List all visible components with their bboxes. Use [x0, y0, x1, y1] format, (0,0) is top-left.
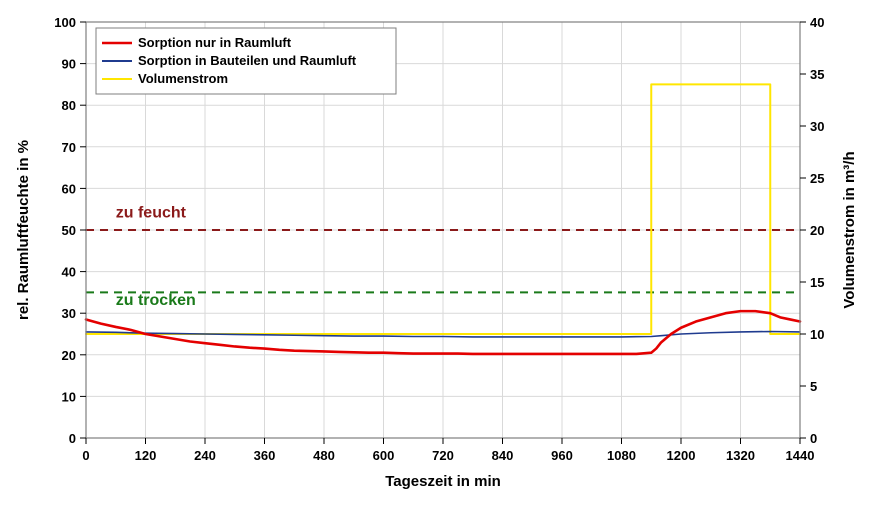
y1-tick-label: 80	[62, 98, 76, 113]
x-tick-label: 1200	[667, 448, 696, 463]
humidity-airflow-chart: 0120240360480600720840960108012001320144…	[0, 0, 872, 508]
y1-axis-label: rel. Raumluftfeuchte in %	[15, 140, 32, 320]
x-tick-label: 120	[135, 448, 157, 463]
x-tick-label: 1080	[607, 448, 636, 463]
y1-tick-label: 30	[62, 306, 76, 321]
y1-tick-label: 10	[62, 389, 76, 404]
y1-tick-label: 50	[62, 223, 76, 238]
x-tick-label: 720	[432, 448, 454, 463]
y1-tick-label: 90	[62, 57, 76, 72]
x-tick-label: 960	[551, 448, 573, 463]
y1-tick-label: 0	[69, 431, 76, 446]
y2-tick-label: 25	[810, 171, 824, 186]
y2-tick-label: 20	[810, 223, 824, 238]
y2-tick-label: 30	[810, 119, 824, 134]
x-tick-label: 840	[492, 448, 514, 463]
y1-tick-label: 60	[62, 181, 76, 196]
y2-tick-label: 5	[810, 379, 817, 394]
y2-axis-label: Volumenstrom in m³/h	[841, 151, 858, 308]
y1-tick-label: 100	[54, 15, 76, 30]
annotation: zu feucht	[116, 205, 187, 222]
annotation: zu trocken	[116, 292, 196, 309]
y2-tick-label: 40	[810, 15, 824, 30]
x-tick-label: 480	[313, 448, 335, 463]
x-tick-label: 360	[254, 448, 276, 463]
y2-tick-label: 10	[810, 327, 824, 342]
x-tick-label: 0	[82, 448, 89, 463]
x-axis-label: Tageszeit in min	[385, 473, 501, 490]
legend: Sorption nur in Raumluft Sorption in Baut…	[96, 28, 396, 94]
y2-tick-label: 0	[810, 431, 817, 446]
y2-tick-label: 15	[810, 275, 824, 290]
x-tick-label: 240	[194, 448, 216, 463]
x-tick-label: 1440	[786, 448, 815, 463]
legend-label: Volumenstrom	[138, 71, 228, 86]
y1-tick-label: 70	[62, 140, 76, 155]
x-tick-label: 1320	[726, 448, 755, 463]
y1-tick-label: 40	[62, 265, 76, 280]
y2-tick-label: 35	[810, 67, 824, 82]
legend-label: Sorption nur in Raumluft	[138, 35, 292, 50]
y1-tick-label: 20	[62, 348, 76, 363]
legend-label: Sorption in Bauteilen und Raumluft	[138, 53, 357, 68]
x-tick-label: 600	[373, 448, 395, 463]
